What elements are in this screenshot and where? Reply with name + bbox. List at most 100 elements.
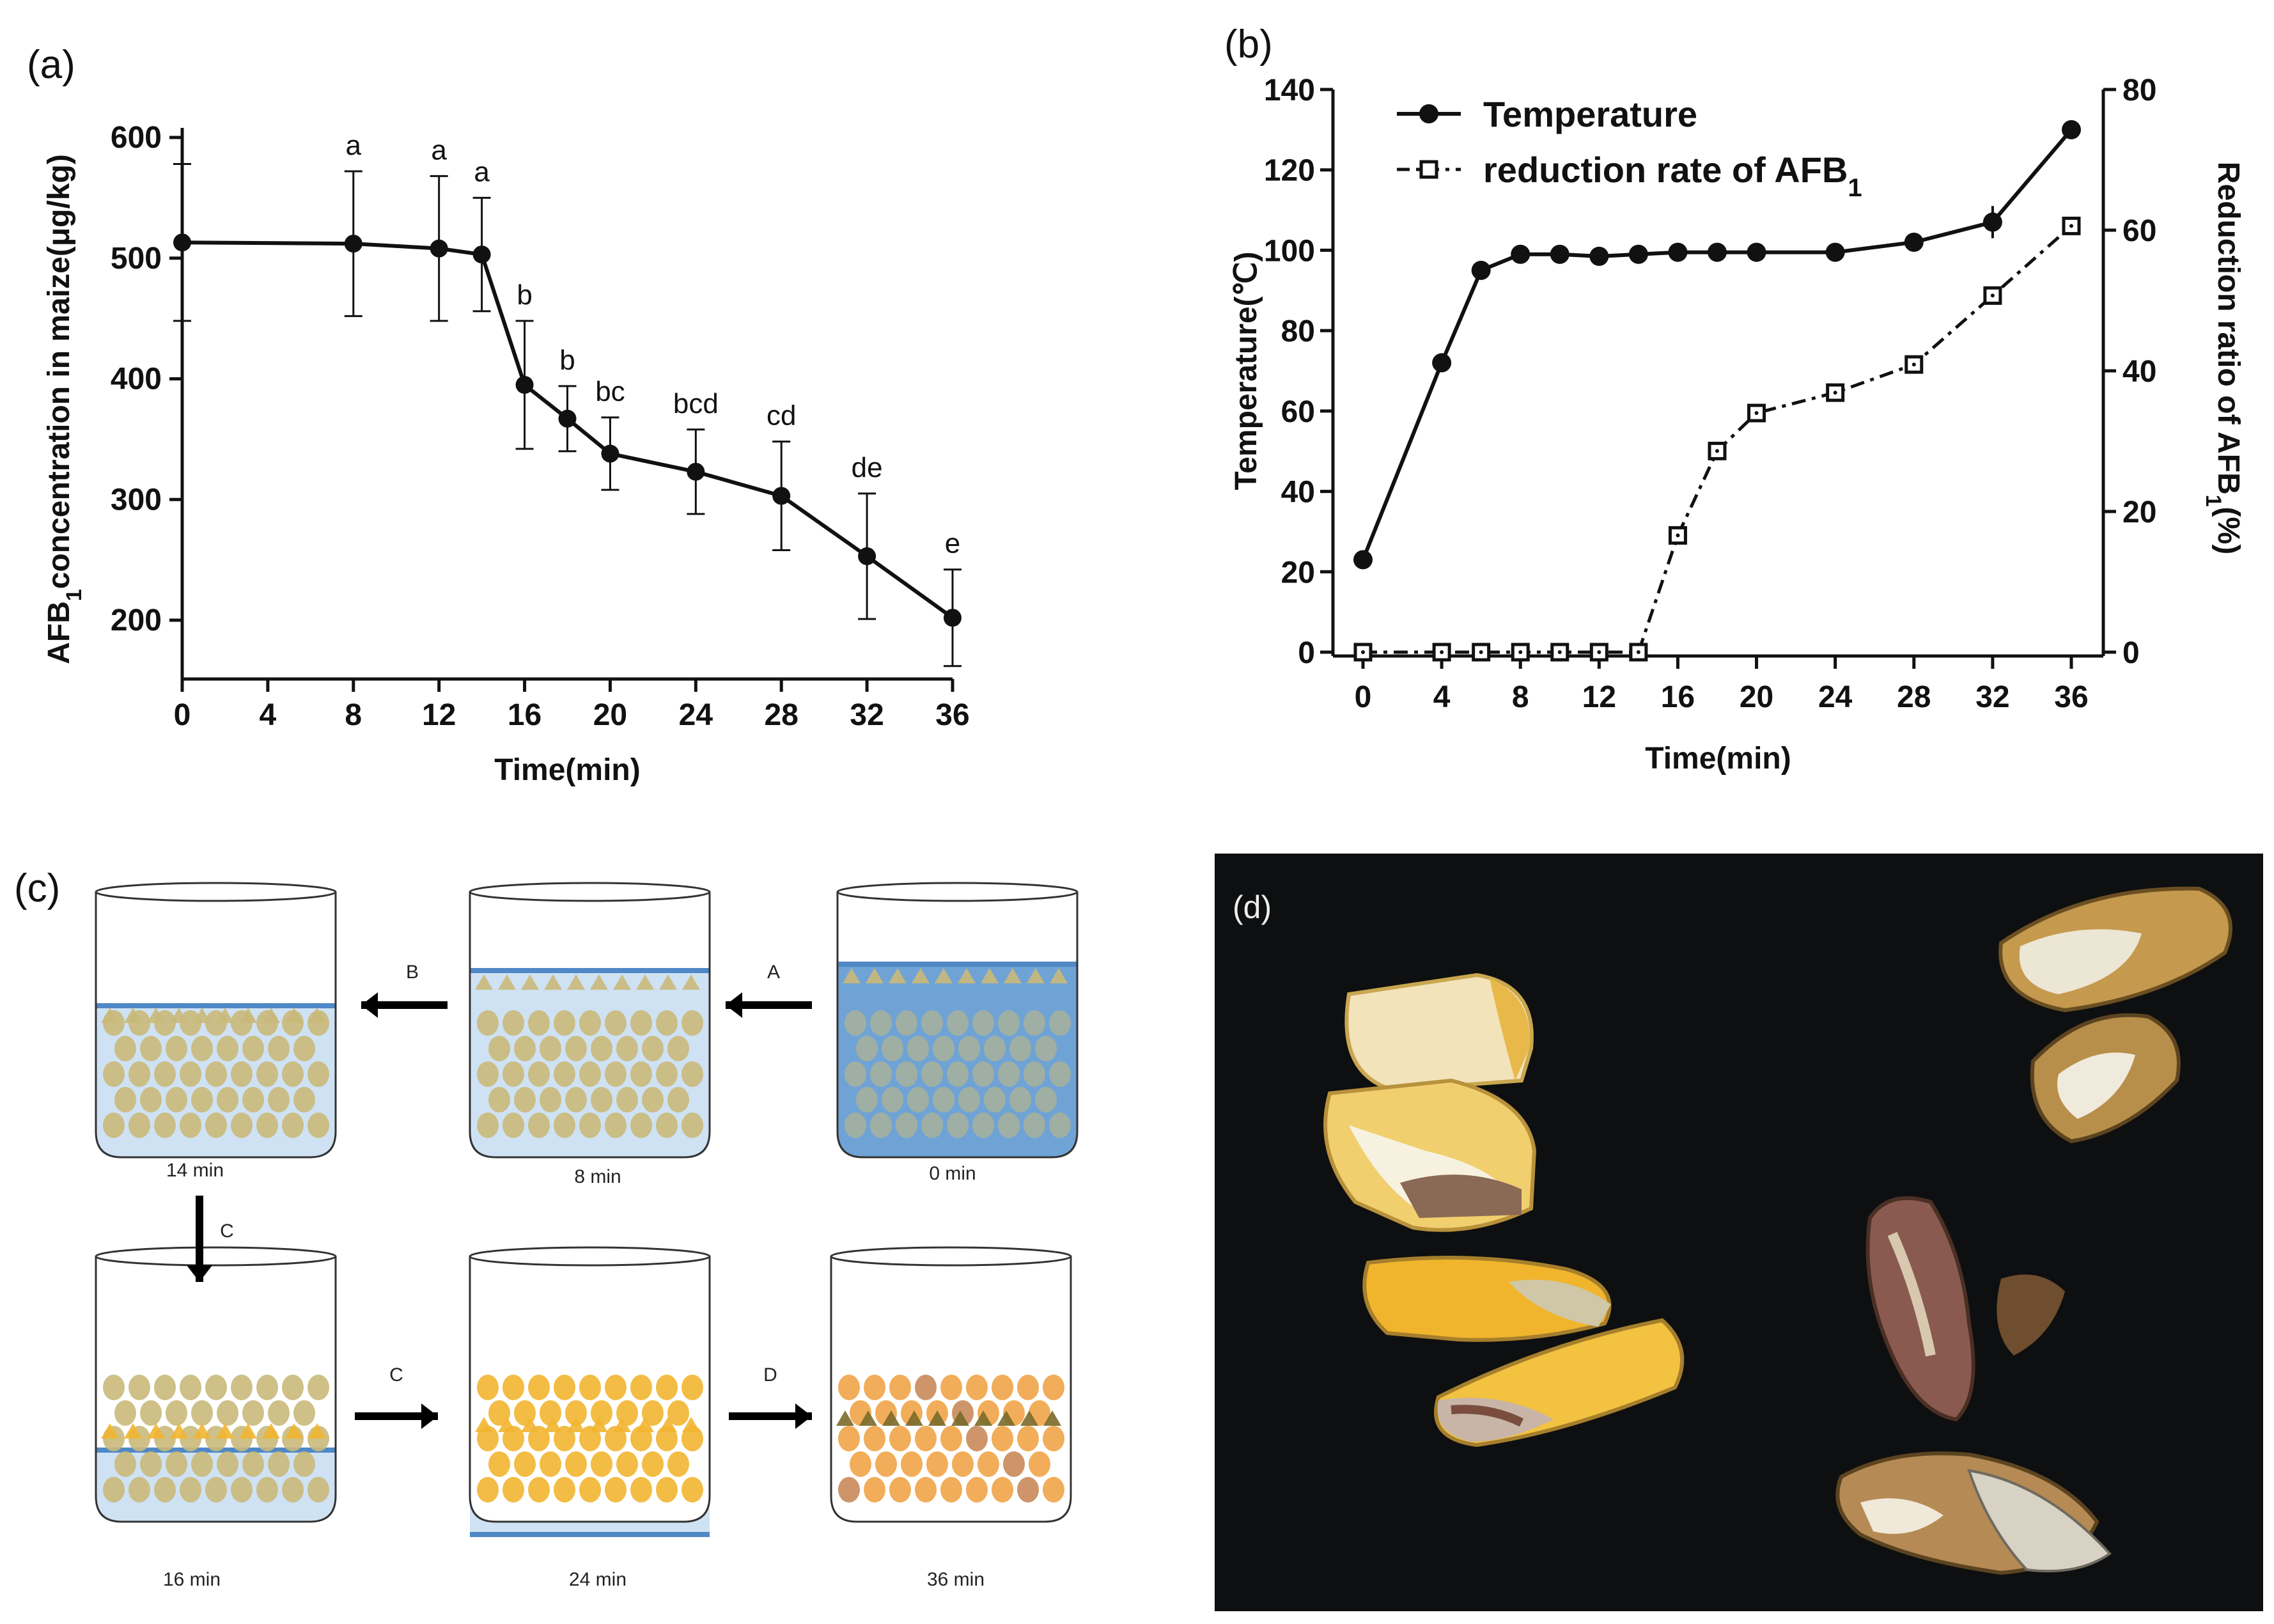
kernel [591, 1400, 612, 1426]
floating-piece [659, 1417, 677, 1432]
kernel [231, 1477, 253, 1503]
x-axis-title: Time(min) [494, 753, 640, 787]
kernel [889, 1477, 911, 1503]
x-tick-label: 28 [765, 698, 798, 732]
floating-piece [843, 968, 861, 983]
x-tick-label: 12 [422, 698, 456, 732]
kernel [565, 1400, 587, 1426]
kernel [642, 1400, 664, 1426]
kernel [998, 1010, 1020, 1036]
kernel [681, 1061, 703, 1087]
kernel [488, 1400, 510, 1426]
kernel [838, 1375, 860, 1400]
kernel [656, 1061, 678, 1087]
kernel [1049, 1010, 1071, 1036]
floating-piece [567, 974, 585, 990]
floating-piece [636, 974, 654, 990]
floating-piece [1020, 1410, 1038, 1426]
reduction-line [1363, 224, 2073, 654]
kernel [1043, 1426, 1064, 1451]
left-tick-label: 80 [1281, 315, 1315, 348]
temperature-point [1511, 244, 1530, 264]
y-axis-title-post: concentration in maize(μg/kg) [42, 154, 76, 589]
kernel [502, 1010, 524, 1036]
floating-piece [101, 1008, 119, 1023]
right-tick-label: 20 [2122, 496, 2156, 529]
kernel [856, 1036, 878, 1061]
kernel [870, 1113, 892, 1138]
kernel [875, 1451, 897, 1477]
reduction-point-center [1557, 650, 1562, 654]
reduction-point-center [1715, 449, 1719, 453]
kernel [915, 1375, 937, 1400]
left-tick-label: 60 [1281, 395, 1315, 429]
kernel [1035, 1087, 1057, 1113]
floating-piece [521, 974, 539, 990]
reduction-point-center [1754, 411, 1759, 415]
floating-piece [216, 1008, 234, 1023]
reduction-point-center [1479, 650, 1483, 654]
kernel [217, 1400, 238, 1426]
kernel [907, 1087, 929, 1113]
kernel [242, 1087, 264, 1113]
kernel [896, 1061, 917, 1087]
beaker-rim [95, 882, 337, 902]
floating-piece [905, 1410, 923, 1426]
floating-piece [475, 974, 493, 990]
kernel [864, 1375, 885, 1400]
left-tick-label: 120 [1264, 154, 1315, 188]
beaker-outline [830, 1256, 1072, 1523]
kernel [180, 1477, 201, 1503]
kernel [850, 1451, 871, 1477]
kernel [616, 1036, 638, 1061]
kernel [579, 1477, 601, 1503]
right-tick-label: 40 [2122, 355, 2156, 389]
beaker-time-label: 36 min [927, 1569, 985, 1590]
kernel [180, 1010, 201, 1036]
kernel [256, 1061, 278, 1087]
kernel [293, 1087, 315, 1113]
kernel [1009, 1036, 1031, 1061]
floating-piece [613, 974, 631, 990]
kernel [191, 1087, 213, 1113]
panel-label-d: (d) [1233, 889, 1272, 925]
floating-piece [170, 1423, 188, 1439]
kernel [231, 1061, 253, 1087]
x-tick-label: 36 [935, 698, 969, 732]
floating-piece [659, 974, 677, 990]
kernel [308, 1113, 329, 1138]
kernel [565, 1451, 587, 1477]
kernel [958, 1036, 980, 1061]
beaker-rim [469, 1246, 711, 1267]
kernel [554, 1375, 575, 1400]
kernel [579, 1375, 601, 1400]
right-axis-title-pre: Reduction ratio of AFB [2211, 162, 2245, 495]
kernel [554, 1010, 575, 1036]
kernel [128, 1113, 150, 1138]
kernel [1017, 1477, 1039, 1503]
kernel [231, 1113, 253, 1138]
kernel [630, 1113, 652, 1138]
kernel [514, 1451, 536, 1477]
kernel [256, 1375, 278, 1400]
data-point [173, 233, 191, 252]
kernel [256, 1477, 278, 1503]
kernel [180, 1113, 201, 1138]
kernel [642, 1036, 664, 1061]
kernel [565, 1036, 587, 1061]
kernel [242, 1036, 264, 1061]
kernel [477, 1375, 499, 1400]
kernel [140, 1087, 162, 1113]
floating-piece [124, 1008, 142, 1023]
kernel [217, 1087, 238, 1113]
significance-letter: a [346, 130, 362, 161]
kernel [992, 1375, 1013, 1400]
kernel [681, 1113, 703, 1138]
kernel [1017, 1375, 1039, 1400]
kernel [579, 1010, 601, 1036]
schematic-c: 0 min 8 min 14 min 16 min 24 min 36 min A B C C D [95, 882, 1079, 1590]
kernel [282, 1477, 304, 1503]
kernel [972, 1113, 994, 1138]
kernel [966, 1375, 988, 1400]
kernel [217, 1036, 238, 1061]
